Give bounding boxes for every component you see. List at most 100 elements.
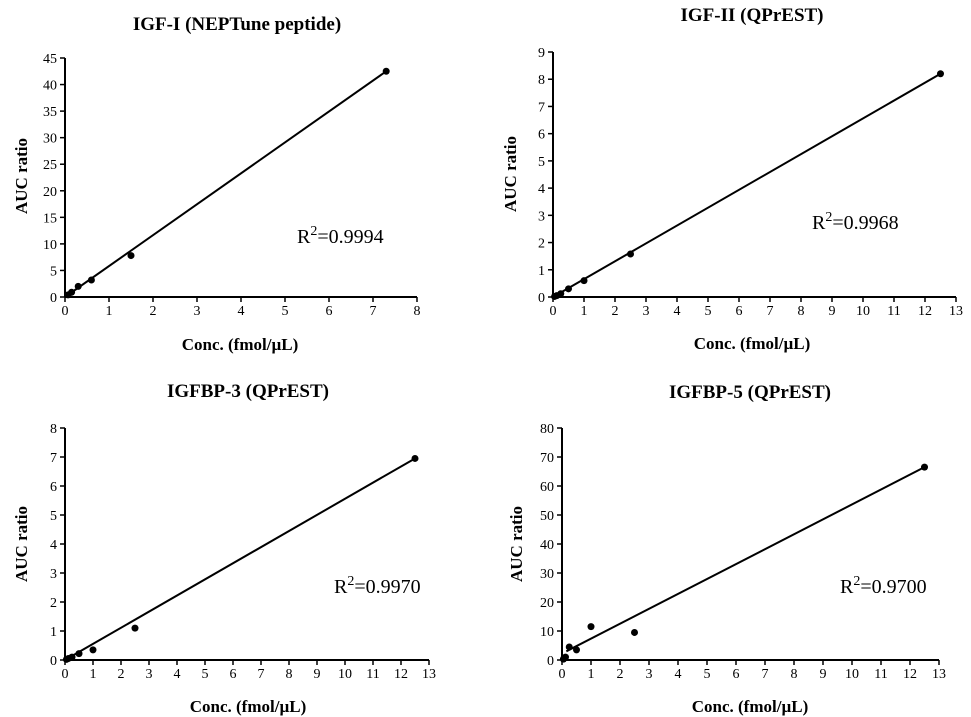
- data-point: [68, 288, 76, 296]
- chart-title: IGFBP-3 (QPrEST): [167, 381, 329, 402]
- y-tick-label: 50: [540, 509, 554, 524]
- y-tick-label: 8: [50, 422, 57, 437]
- x-tick-label: 7: [370, 304, 377, 319]
- data-point: [89, 646, 97, 654]
- y-tick-label: 70: [540, 451, 554, 466]
- x-tick-label: 6: [230, 667, 237, 682]
- y-axis-label: AUC ratio: [12, 506, 31, 582]
- x-tick-label: 12: [394, 667, 408, 682]
- x-tick-label: 10: [338, 667, 352, 682]
- y-axis-label: AUC ratio: [507, 506, 526, 582]
- r-squared-annotation: R2=0.9700: [840, 574, 927, 598]
- x-tick-label: 10: [845, 667, 859, 682]
- y-tick-label: 5: [50, 264, 57, 279]
- y-tick-label: 5: [50, 509, 57, 524]
- x-tick-label: 9: [829, 304, 836, 319]
- r2-superscript: 2: [853, 574, 860, 589]
- x-tick-label: 8: [414, 304, 421, 319]
- y-tick-label: 2: [538, 237, 545, 252]
- y-tick-label: 30: [43, 132, 57, 147]
- y-tick-label: 0: [538, 291, 545, 306]
- x-tick-label: 3: [194, 304, 201, 319]
- y-tick-label: 20: [540, 596, 554, 611]
- x-tick-label: 9: [314, 667, 321, 682]
- r2-prefix: R: [297, 226, 311, 248]
- regression-line: [552, 72, 941, 298]
- data-point: [75, 650, 83, 658]
- x-tick-label: 4: [674, 304, 681, 319]
- data-point: [565, 285, 572, 293]
- x-tick-label: 7: [762, 667, 769, 682]
- r-squared-annotation: R2=0.9970: [334, 574, 421, 598]
- y-tick-label: 4: [538, 182, 545, 197]
- regression-line: [64, 457, 416, 661]
- y-tick-label: 3: [50, 567, 57, 582]
- data-point: [627, 250, 634, 258]
- y-tick-label: 4: [50, 538, 57, 553]
- data-point: [68, 653, 76, 661]
- r2-superscript: 2: [825, 210, 832, 225]
- y-tick-label: 0: [547, 654, 554, 669]
- x-tick-label: 4: [174, 667, 181, 682]
- data-point: [87, 276, 95, 284]
- chart-title: IGF-II (QPrEST): [680, 5, 823, 26]
- data-point: [74, 282, 82, 290]
- x-tick-label: 11: [366, 667, 379, 682]
- x-tick-label: 13: [422, 667, 436, 682]
- x-tick-label: 11: [887, 304, 900, 319]
- y-tick-label: 7: [538, 100, 545, 115]
- x-tick-label: 11: [874, 667, 887, 682]
- data-point: [573, 646, 580, 654]
- r2-prefix: R: [812, 212, 826, 234]
- y-tick-label: 3: [538, 209, 545, 224]
- r2-value: =0.9700: [860, 576, 926, 598]
- x-tick-label: 1: [581, 304, 588, 319]
- data-point: [921, 463, 928, 471]
- x-tick-label: 2: [617, 667, 624, 682]
- r2-value: =0.9968: [832, 212, 898, 234]
- data-point: [382, 67, 390, 75]
- r2-value: =0.9970: [354, 576, 420, 598]
- y-tick-label: 1: [538, 264, 545, 279]
- y-tick-label: 0: [50, 654, 57, 669]
- regression-line: [64, 70, 387, 298]
- x-tick-label: 5: [705, 304, 712, 319]
- data-point: [565, 643, 573, 651]
- x-tick-label: 0: [62, 667, 69, 682]
- x-tick-label: 8: [286, 667, 293, 682]
- x-tick-label: 2: [150, 304, 157, 319]
- r-squared-annotation: R2=0.9994: [297, 224, 384, 248]
- y-tick-label: 35: [43, 105, 57, 120]
- x-tick-label: 13: [949, 304, 963, 319]
- data-point: [127, 252, 135, 260]
- x-tick-label: 6: [736, 304, 743, 319]
- x-tick-label: 8: [791, 667, 798, 682]
- y-tick-label: 20: [43, 185, 57, 200]
- x-tick-label: 3: [643, 304, 650, 319]
- r-squared-annotation: R2=0.9968: [812, 210, 899, 234]
- x-tick-label: 5: [704, 667, 711, 682]
- x-tick-label: 8: [798, 304, 805, 319]
- y-axis-label: AUC ratio: [501, 136, 520, 212]
- x-tick-label: 9: [820, 667, 827, 682]
- chart-title: IGFBP-5 (QPrEST): [669, 382, 831, 403]
- y-tick-label: 1: [50, 625, 57, 640]
- data-point: [937, 70, 944, 78]
- x-axis-label: Conc. (fmol/µL): [190, 697, 307, 716]
- regression-line: [565, 466, 925, 653]
- r2-superscript: 2: [310, 224, 317, 239]
- y-tick-label: 10: [540, 625, 554, 640]
- y-tick-label: 60: [540, 480, 554, 495]
- x-tick-label: 4: [675, 667, 682, 682]
- y-tick-label: 40: [43, 79, 57, 94]
- x-tick-label: 6: [733, 667, 740, 682]
- x-tick-label: 1: [106, 304, 113, 319]
- x-tick-label: 0: [62, 304, 69, 319]
- r2-superscript: 2: [347, 574, 354, 589]
- x-tick-label: 5: [202, 667, 209, 682]
- y-tick-label: 8: [538, 73, 545, 88]
- panel-igf-i: IGF-I (NEPTune peptide) Conc. (fmol/µL) …: [12, 14, 421, 354]
- x-tick-label: 12: [903, 667, 917, 682]
- data-point: [587, 623, 595, 631]
